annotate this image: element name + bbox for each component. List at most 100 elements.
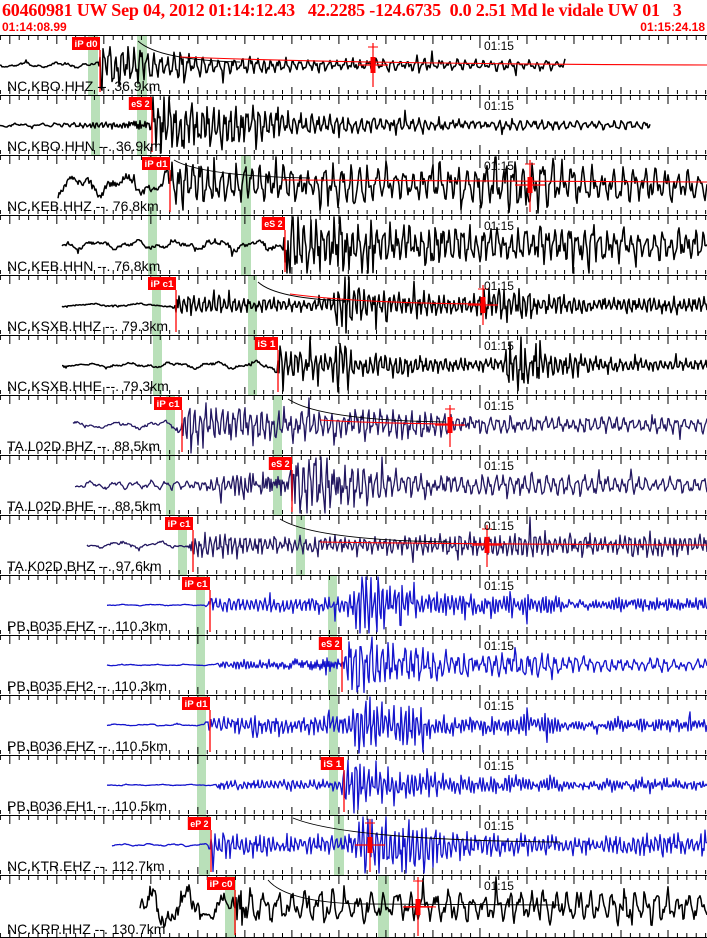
- coda-duration-marker[interactable]: [435, 405, 465, 447]
- arrival-window-band: [148, 156, 157, 215]
- trace-row: eP 2 01:15 NC.KTR.EHZ --. 112.7km: [0, 815, 707, 875]
- coda-decay-curve: [287, 398, 446, 423]
- station-label: PB.B035.EH2 --. 110.3km: [7, 678, 168, 694]
- station-label: PB.B036.EH1 --. 110.5km: [7, 798, 168, 814]
- phase-pick-label: iS 1: [323, 759, 342, 770]
- phase-pick-flag[interactable]: eS 2: [318, 637, 342, 650]
- coda-duration-marker[interactable]: [403, 877, 433, 936]
- waveform-trace[interactable]: [57, 156, 707, 214]
- waveform-trace[interactable]: [62, 336, 707, 393]
- trace-row: iP c1 01:15 TA.L02D.BHZ --. 88.5km: [0, 395, 707, 455]
- waveform-plot[interactable]: iP d1 01:15: [0, 695, 707, 755]
- waveform-plot[interactable]: iS 1 01:15: [0, 335, 707, 395]
- phase-pick-label: eP 2: [190, 819, 208, 830]
- minute-tick-label: 01:15: [484, 39, 514, 53]
- phase-pick-flag[interactable]: eS 2: [128, 97, 152, 110]
- trace-row: eS 2 01:15 NC.KBO.HHN --. 36.9km: [0, 95, 707, 155]
- waveform-plot[interactable]: eS 2 01:15: [0, 455, 707, 515]
- station-label: TA.K02D.BHZ --. 97.6km: [7, 558, 162, 574]
- coda-duration-marker[interactable]: [358, 43, 388, 87]
- phase-pick-flag[interactable]: eS 2: [261, 217, 285, 230]
- phase-pick-label: iP d0: [75, 39, 98, 50]
- minute-tick-label: 01:15: [484, 759, 514, 773]
- trace-row: iS 1 01:15 PB.B036.EH1 --. 110.5km: [0, 755, 707, 815]
- trace-row: iP c1 01:15 TA.K02D.BHZ --. 97.6km: [0, 515, 707, 575]
- waveform-plot[interactable]: iP c1 01:15: [0, 275, 707, 335]
- minute-tick-label: 01:15: [484, 699, 514, 713]
- phase-pick-flag[interactable]: eS 2: [268, 457, 292, 470]
- phase-pick-flag[interactable]: iP c1: [182, 577, 210, 590]
- waveform-plot[interactable]: iP c1 01:15: [0, 575, 707, 635]
- phase-pick-flag[interactable]: iP c1: [165, 517, 193, 530]
- coda-duration-marker[interactable]: [515, 160, 545, 212]
- station-label: NC.KRP.HHZ --. 130.7km: [7, 921, 166, 937]
- arrival-window-band: [137, 36, 147, 95]
- trace-row: eS 2 01:15 NC.KEB.HHN --. 76.8km: [0, 215, 707, 275]
- coda-decay-curve: [292, 817, 561, 843]
- phase-pick-flag[interactable]: iP c0: [207, 877, 235, 890]
- waveform-plot[interactable]: eS 2 01:15: [0, 95, 707, 155]
- waveform-plot[interactable]: iP d1 01:15: [0, 155, 707, 215]
- phase-pick-flag[interactable]: iP c1: [148, 277, 176, 290]
- coda-duration-marker[interactable]: [468, 285, 498, 325]
- window-end-time: 01:15:24.18: [640, 20, 705, 34]
- waveform-trace[interactable]: [74, 456, 707, 514]
- trace-row: iP c0 01:15 NC.KRP.HHZ --. 130.7km: [0, 875, 707, 938]
- phase-pick-flag[interactable]: iP d1: [182, 697, 210, 710]
- trace-row: iS 1 01:15 NC.KSXB.HHE --. 79.3km: [0, 335, 707, 395]
- waveform-plot[interactable]: iP c1 01:15: [0, 395, 707, 455]
- waveform-trace[interactable]: [72, 397, 707, 454]
- minute-tick-label: 01:15: [484, 819, 514, 833]
- phase-pick-label: iP c1: [151, 279, 175, 290]
- coda-duration-marker[interactable]: [355, 819, 385, 872]
- waveform-plot[interactable]: eP 2 01:15: [0, 815, 707, 875]
- station-label: NC.KSXB.HHZ --. 79.3km: [7, 318, 169, 334]
- phase-pick-label: eS 2: [271, 459, 289, 470]
- waveform-trace[interactable]: [0, 45, 566, 91]
- arrival-window-band: [241, 156, 251, 215]
- waveform-trace[interactable]: [61, 276, 707, 334]
- coda-duration-marker[interactable]: [472, 525, 502, 567]
- minute-tick-label: 01:15: [484, 219, 514, 233]
- phase-pick-flag[interactable]: iP d1: [142, 157, 170, 170]
- waveform-trace[interactable]: [106, 696, 707, 754]
- amplitude-envelope-line: [281, 179, 707, 183]
- waveform-trace[interactable]: [106, 576, 707, 634]
- waveform-plot[interactable]: eS 2 01:15: [0, 215, 707, 275]
- phase-pick-label: iP c1: [168, 519, 192, 530]
- trace-panel-stack: iP d0 01:15 NC.KBO.HHZ --. 36.9km eS 2 01:15…: [0, 35, 707, 938]
- phase-pick-flag[interactable]: iS 1: [254, 337, 278, 350]
- station-label: TA.L02D.BHE --. 88.5km: [7, 498, 161, 514]
- phase-pick-flag[interactable]: iS 1: [320, 757, 344, 770]
- coda-decay-curve: [267, 879, 361, 905]
- waveform-plot[interactable]: iP d0 01:15: [0, 35, 707, 95]
- phase-pick-flag[interactable]: eP 2: [187, 817, 211, 830]
- phase-pick-flag[interactable]: iP d0: [72, 37, 100, 50]
- amplitude-envelope-line: [289, 293, 484, 305]
- minute-tick-label: 01:15: [484, 579, 514, 593]
- waveform-plot[interactable]: iS 1 01:15: [0, 755, 707, 815]
- minute-tick-label: 01:15: [484, 99, 514, 113]
- trace-row: iP d1 01:15 PB.B036.EHZ --. 110.5km: [0, 695, 707, 755]
- coda-decay-curve: [257, 281, 351, 302]
- trace-row: iP c1 01:15 PB.B035.EHZ --. 110.3km: [0, 575, 707, 635]
- minute-tick-label: 01:15: [484, 879, 514, 893]
- waveform-plot[interactable]: iP c1 01:15: [0, 515, 707, 575]
- minute-tick-label: 01:15: [484, 159, 514, 173]
- waveform-trace[interactable]: [61, 216, 707, 274]
- event-title: 60460981 UW Sep 04, 2012 01:14:12.43 42.…: [2, 0, 682, 20]
- waveform-plot[interactable]: eS 2 01:15: [0, 635, 707, 695]
- arrival-window-band: [88, 36, 98, 95]
- station-label: PB.B035.EHZ --. 110.3km: [7, 618, 168, 634]
- coda-decay-curve: [173, 159, 311, 179]
- minute-tick-label: 01:15: [484, 519, 514, 533]
- phase-pick-label: iP c1: [157, 399, 181, 410]
- waveform-trace[interactable]: [0, 96, 651, 154]
- station-label: NC.KSXB.HHE --. 79.3km: [7, 378, 169, 394]
- phase-pick-flag[interactable]: iP c1: [154, 397, 182, 410]
- waveform-trace[interactable]: [106, 759, 707, 814]
- waveform-trace[interactable]: [106, 636, 707, 694]
- arrival-window-band: [153, 336, 162, 395]
- arrival-window-band: [166, 396, 175, 455]
- arrival-window-band: [148, 216, 157, 275]
